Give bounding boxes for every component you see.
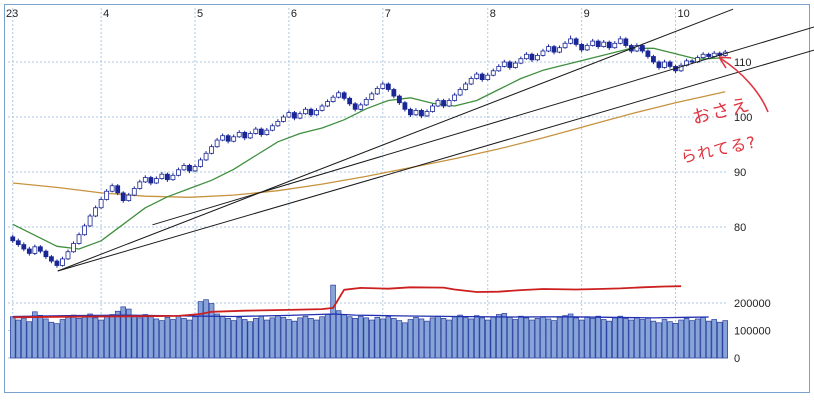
x-axis-label: 9 [584, 8, 590, 20]
volume-axis-label: 0 [734, 353, 740, 365]
annotation-arrow [719, 57, 769, 113]
chart-frame [4, 4, 810, 393]
x-axis-label: 5 [197, 8, 203, 20]
price-axis-label: 100 [734, 112, 752, 124]
x-axis-label: 4 [103, 8, 109, 20]
x-axis-label: 23 [6, 8, 18, 20]
volume-axis-label: 100000 [734, 326, 771, 338]
month-gridlines [12, 8, 677, 358]
volume-axis-labels: 200000 100000 0 [734, 298, 771, 365]
price-axis-label: 90 [734, 167, 746, 179]
annotation-arrowhead [718, 56, 732, 69]
price-axis-labels: 110 100 90 80 [734, 57, 752, 234]
x-axis-label: 10 [678, 8, 690, 20]
x-axis-label: 7 [385, 8, 391, 20]
volume-ma-red-line [12, 285, 682, 319]
annotation-text-line2: られてる? [679, 132, 758, 167]
x-axis-label: 6 [291, 8, 297, 20]
volume-bars [10, 284, 728, 359]
candles [10, 35, 728, 268]
trend-lines [57, 8, 814, 272]
ma-short-line [12, 47, 726, 250]
x-axis-label: 8 [490, 8, 496, 20]
price-axis-label: 110 [734, 57, 752, 69]
x-axis-labels: 23 4 5 6 7 8 9 10 [6, 8, 690, 20]
volume-axis-label: 200000 [734, 298, 771, 310]
price-axis-label: 80 [734, 222, 746, 234]
